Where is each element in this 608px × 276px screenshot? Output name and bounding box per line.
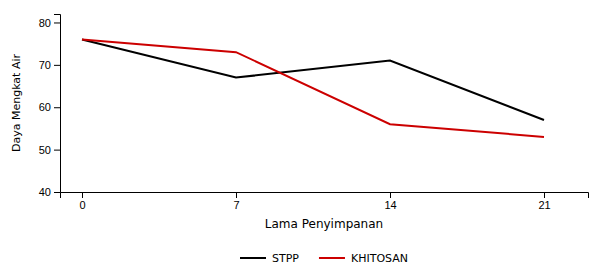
chart-container: 0 7 14 21 40 50 60 70 80 Lama Penyimpanan Daya Men… [0,0,608,276]
y-tick: 70 [39,59,60,71]
x-tick-mark [544,192,545,198]
x-tick-label: 21 [538,199,550,211]
y-tick-label: 60 [39,101,51,113]
y-tick-mark [54,192,60,193]
y-axis: 40 50 60 70 80 [39,15,61,199]
plot-area: 0 7 14 21 40 50 60 70 80 Lama Penyimpanan Daya Men… [10,15,589,232]
x-axis: 0 7 14 21 [61,192,589,211]
y-tick-mark [54,65,60,66]
x-tick-mark [390,192,391,198]
y-tick-label: 40 [39,186,51,198]
y-tick-label: 70 [39,59,51,71]
x-tick: 14 [384,192,396,211]
y-tick: 50 [39,144,60,156]
x-tick: 21 [538,192,550,211]
series-line [82,39,544,120]
x-tick-mark [82,192,83,198]
legend-item: KHITOSAN [319,252,408,265]
y-axis-title: Daya Mengkat Air [10,54,23,152]
y-tick-label: 80 [39,16,51,28]
x-tick-label: 0 [79,199,85,211]
legend-swatch [319,257,345,259]
legend-item: STPP [240,252,299,265]
lines [82,39,544,136]
y-tick-mark [54,150,60,151]
legend-swatch [240,257,266,259]
x-tick-label: 14 [384,199,396,211]
legend-label: STPP [272,252,299,265]
y-tick-label: 50 [39,144,51,156]
series-line [82,39,544,136]
chart-svg: 0 7 14 21 40 50 60 70 80 Lama Penyimpanan Daya Men… [0,0,608,276]
y-tick: 40 [39,186,60,198]
x-axis-line [61,193,589,199]
x-tick: 7 [233,192,239,211]
legend-label: KHITOSAN [351,252,408,265]
y-axis-line [54,15,61,193]
x-tick-mark [236,192,237,198]
y-tick-mark [54,107,60,108]
y-tick-mark [54,22,60,23]
legend: STPP KHITOSAN [240,252,408,265]
y-tick: 80 [39,16,60,28]
x-tick-label: 7 [233,199,239,211]
y-tick: 60 [39,101,60,113]
x-tick: 0 [79,192,85,211]
x-axis-title: Lama Penyimpanan [265,217,383,231]
